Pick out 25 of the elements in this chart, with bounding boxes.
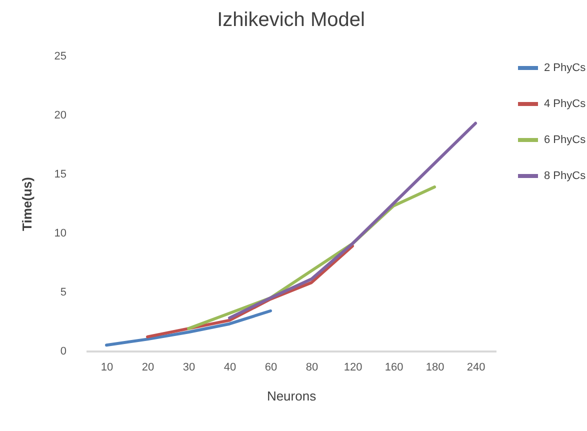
y-tick-label: 25	[54, 50, 66, 62]
line-series	[105, 309, 272, 347]
x-tick-label: 240	[466, 362, 486, 374]
x-tick-label: 80	[306, 362, 318, 374]
chart-title: Izhikevich Model	[217, 9, 365, 31]
x-tick-label: 10	[100, 362, 114, 374]
x-axis-title: Neurons	[266, 388, 317, 404]
y-axis-title: Time(us)	[19, 177, 34, 231]
x-tick-label: 20	[142, 362, 154, 374]
y-tick-label: 20	[54, 110, 66, 122]
x-tick-label: 40	[224, 362, 236, 374]
legend-label: 6 PhyCs	[544, 134, 586, 146]
x-tick-label: 120	[344, 362, 362, 374]
y-tick-label: 5	[60, 286, 66, 298]
y-tick-label: 15	[54, 168, 66, 180]
legend-label: 2 PhyCs	[544, 62, 586, 74]
x-tick-label: 60	[264, 362, 278, 374]
y-tick-label: 0	[60, 346, 66, 358]
line-series	[228, 122, 477, 320]
legend-label: 8 PhyCs	[544, 170, 586, 182]
x-tick-label: 30	[182, 362, 196, 374]
legend-label: 4 PhyCs	[544, 98, 586, 110]
y-tick-label: 10	[54, 228, 66, 240]
x-tick-label: 160	[384, 362, 404, 374]
x-tick-label: 180	[426, 362, 444, 374]
